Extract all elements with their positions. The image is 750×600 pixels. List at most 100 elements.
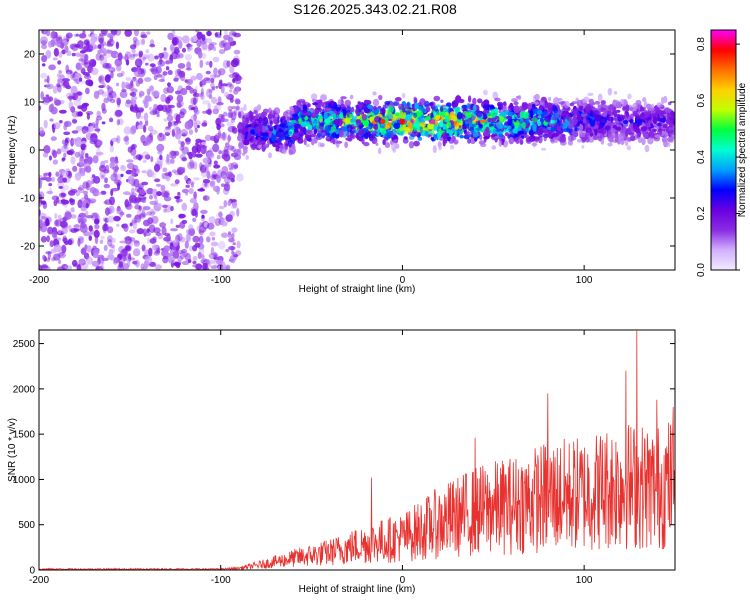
spectrogram-cell [578, 105, 584, 111]
spectrogram-cell [142, 159, 147, 163]
spectrogram-cell [64, 45, 69, 53]
spectrogram-cell [630, 135, 636, 142]
spectrogram-cell [210, 81, 215, 89]
spectrogram-cell [106, 43, 114, 47]
spectrogram-cell [148, 224, 156, 234]
spectrogram-cell [437, 131, 442, 140]
spectrogram-cell [70, 106, 76, 113]
spectrogram-cell [41, 63, 46, 67]
spectrogram-cell [139, 189, 146, 195]
spectrogram-cell [337, 99, 342, 106]
spectrogram-cell [547, 129, 553, 138]
spectrogram-cell [550, 126, 556, 133]
spectrogram-cell [86, 245, 92, 253]
spectrogram-cell [170, 154, 177, 159]
spectrogram-cell [50, 31, 57, 40]
spectrogram-cell [509, 102, 514, 111]
spectrogram-cell [403, 136, 408, 140]
spectrogram-cell [100, 30, 108, 35]
spectrogram-cell [293, 135, 298, 141]
spectrogram-cell [198, 235, 204, 245]
spectrogram-cell [576, 99, 584, 107]
spectrogram-cell [141, 151, 150, 160]
spectrogram-cell [61, 170, 69, 177]
spectrogram-cell [89, 186, 97, 194]
spectrogram-cell [86, 256, 93, 265]
spectrogram-cell [73, 228, 80, 232]
spectrogram-cell [114, 30, 122, 36]
spectrogram-cell [413, 122, 420, 128]
spectrogram-cell [231, 227, 238, 233]
spectrogram-cell [325, 133, 329, 137]
spectrogram-cell [171, 169, 177, 173]
spectrogram-cell [267, 124, 274, 132]
spectrogram-cell [119, 240, 128, 244]
spectrogram-cell [430, 130, 435, 136]
spectrogram-cell [247, 134, 251, 141]
spectrogram-cell [107, 93, 114, 102]
spectrogram-cell [116, 135, 121, 144]
spectrogram-cell [149, 200, 158, 205]
spectrogram-cell [227, 233, 232, 238]
spectrogram-cell [77, 238, 81, 247]
spectrogram-cell [242, 145, 249, 150]
spectrogram-cell [372, 91, 377, 96]
spectrogram-cell [58, 51, 63, 58]
spectrogram-cell [146, 211, 153, 216]
spectrogram-cell [482, 89, 488, 96]
spectrogram-cell [82, 161, 91, 168]
spectrogram-x-tick-label: -200 [29, 275, 49, 286]
spectrogram-cell [143, 112, 149, 122]
spectrogram-cell [138, 213, 146, 219]
spectrogram-cell [456, 111, 463, 120]
spectrogram-cell [88, 198, 97, 204]
spectrogram-cell [661, 137, 666, 143]
spectrogram-cell [223, 183, 231, 192]
spectrogram-cell [210, 265, 218, 269]
spectrogram-cell [492, 91, 499, 100]
spectrogram-cell [192, 97, 197, 105]
spectrogram-cell [498, 139, 503, 147]
spectrogram-cell [210, 135, 217, 141]
spectrogram-cell [402, 107, 406, 113]
spectrogram-cell [173, 128, 180, 132]
spectrogram-cell [202, 195, 210, 201]
spectrogram-cell [285, 109, 293, 114]
spectrogram-cell [441, 132, 449, 140]
spectrogram-cell [582, 117, 587, 124]
spectrogram-cell [39, 191, 45, 199]
spectrogram-cell [502, 129, 510, 133]
spectrogram-cell [419, 122, 427, 128]
spectrogram-cell [94, 224, 100, 229]
spectrogram-cell [141, 38, 146, 45]
spectrogram-cell [103, 183, 111, 189]
spectrogram-cell [72, 118, 77, 122]
spectrogram-cell [594, 124, 599, 130]
spectrogram-cell [134, 214, 142, 223]
spectrogram-cell [152, 90, 160, 97]
spectrogram-cell [101, 91, 108, 97]
spectrogram-cell [213, 185, 220, 192]
spectrogram-cell [46, 235, 50, 243]
spectrogram-cell [48, 171, 52, 178]
spectrogram-cell [93, 218, 100, 225]
spectrogram-cell [192, 217, 197, 222]
spectrogram-cell [40, 177, 47, 181]
spectrogram-cell [205, 91, 212, 98]
snr-series-line [39, 330, 675, 570]
spectrogram-cell [56, 252, 64, 257]
spectrogram-cell [144, 77, 152, 82]
spectrogram-cell [642, 97, 647, 103]
spectrogram-cell [478, 124, 483, 129]
spectrogram-cell [619, 138, 625, 145]
spectrogram-cell [141, 181, 149, 186]
spectrogram-cell [579, 130, 586, 138]
spectrogram-cell [218, 205, 225, 210]
spectrogram-cell [227, 200, 232, 207]
spectrogram-cell [194, 30, 200, 33]
spectrogram-cell [39, 126, 45, 135]
spectrogram-cell [71, 73, 76, 79]
spectrogram-cell [335, 128, 340, 135]
spectrogram-cell [207, 102, 211, 111]
